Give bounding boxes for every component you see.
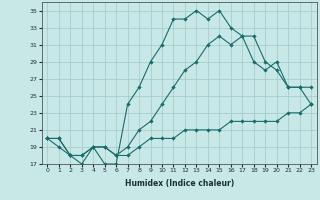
X-axis label: Humidex (Indice chaleur): Humidex (Indice chaleur) xyxy=(124,179,234,188)
